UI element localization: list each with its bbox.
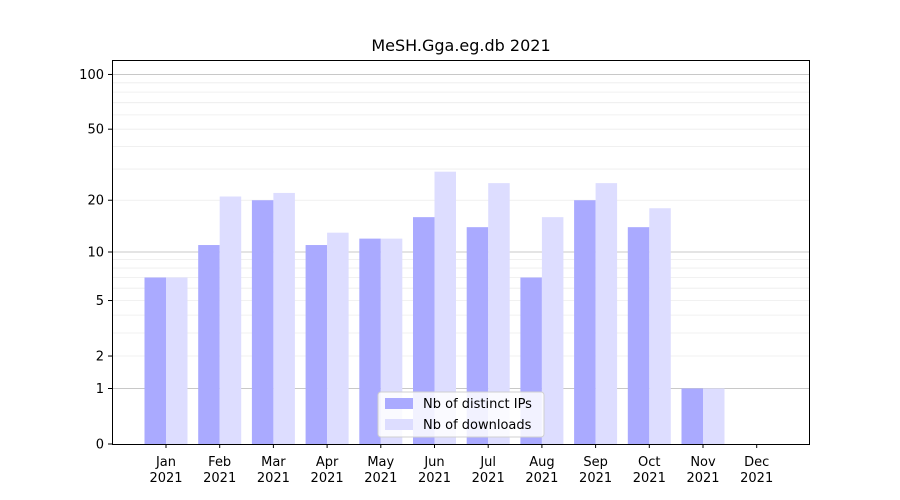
bar-downloads-9: [649, 208, 671, 444]
legend-swatch: [385, 419, 413, 430]
x-tick-label: Jan 2021: [149, 455, 182, 486]
bar-distinct-ips-5: [413, 217, 435, 444]
x-tick-label: Dec 2021: [740, 455, 773, 486]
bar-downloads-7: [541, 217, 564, 444]
bar-distinct-ips-2: [251, 200, 274, 444]
x-tick-label: Nov 2021: [686, 455, 719, 486]
x-tick-label: Jun 2021: [418, 455, 451, 486]
legend-label: Nb of downloads: [423, 418, 532, 433]
x-tick-label: Aug 2021: [525, 455, 558, 486]
bar-downloads-0: [166, 277, 188, 444]
bar-distinct-ips-6: [466, 227, 489, 444]
x-tick-label: Sep 2021: [579, 455, 612, 486]
y-tick-label: 1: [96, 382, 104, 397]
bar-downloads-5: [434, 171, 456, 444]
bar-downloads-2: [273, 192, 295, 444]
bar-distinct-ips-8: [574, 200, 596, 444]
y-tick-label: 50: [87, 123, 104, 138]
bars: [144, 171, 725, 445]
x-tick-label: Feb 2021: [203, 455, 236, 486]
y-tick-label: 2: [96, 350, 104, 365]
y-tick-label: 5: [96, 294, 104, 309]
plot-area-frame: [112, 60, 810, 445]
y-axis: 0 1 2 5 10 20 50 100: [79, 68, 112, 453]
bar-downloads-1: [219, 196, 242, 444]
bar-distinct-ips-9: [627, 227, 650, 444]
y-tick-label: 10: [87, 246, 104, 261]
bar-distinct-ips-3: [305, 245, 328, 444]
y-tick-label: 0: [96, 438, 104, 453]
bar-downloads-3: [327, 232, 349, 444]
bar-distinct-ips-10: [681, 388, 703, 444]
x-tick-label: Jul 2021: [472, 455, 505, 486]
x-axis: Jan 2021 Feb 2021 Mar 2021 Apr 2021 May 2021 Jun 20…: [149, 444, 773, 486]
x-tick-label: Apr 2021: [311, 455, 344, 486]
legend-swatch: [385, 398, 413, 409]
y-tick-label: 20: [87, 194, 104, 209]
chart-title: MeSH.Gga.eg.db 2021: [371, 36, 550, 55]
x-tick-label: Mar 2021: [257, 455, 290, 486]
bar-downloads-8: [595, 183, 618, 445]
y-tick-label: 100: [79, 68, 104, 83]
legend-label: Nb of distinct IPs: [423, 397, 532, 412]
x-tick-label: Oct 2021: [633, 455, 666, 486]
bar-distinct-ips-1: [198, 245, 220, 444]
legend-box: [377, 391, 545, 438]
legend: Nb of distinct IPs Nb of downloads: [377, 391, 545, 438]
bar-distinct-ips-4: [359, 238, 381, 444]
x-tick-label: May 2021: [364, 455, 397, 486]
bar-downloads-6: [488, 183, 510, 445]
bar-distinct-ips-0: [144, 277, 166, 444]
bar-downloads-10: [703, 388, 725, 444]
